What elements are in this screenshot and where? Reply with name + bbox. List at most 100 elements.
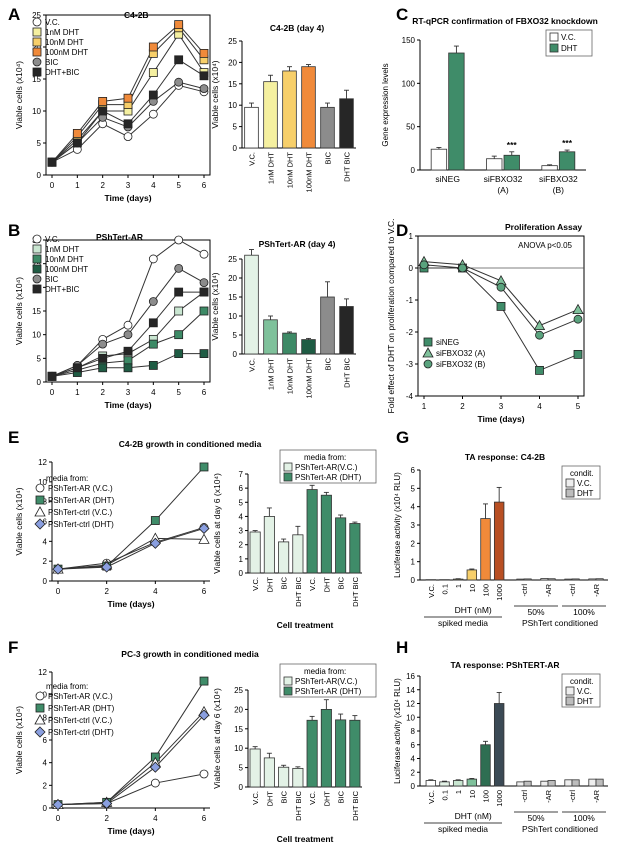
x-tick-label: 2 (104, 814, 109, 823)
data-point (149, 537, 161, 549)
x-tick-label: 1 (75, 181, 80, 190)
data-point (199, 769, 209, 779)
data-point (423, 337, 433, 347)
x-tick-label: 5 (576, 402, 581, 411)
legend-title: condit. (570, 469, 594, 478)
y-tick-label: 20 (32, 43, 41, 52)
data-point (47, 157, 57, 167)
bar (282, 332, 297, 355)
data-point (148, 68, 158, 77)
y-tick-label: 8 (43, 498, 48, 507)
y-tick-label: 5 (37, 354, 42, 363)
panel-letter-A: A (8, 5, 20, 24)
x-tick-label: -AR (592, 583, 601, 597)
data-point (35, 703, 45, 713)
legend-swatch (283, 472, 293, 482)
chart-title: PShTert-AR (96, 232, 143, 242)
chart-title: C4-2B (day 4) (270, 23, 324, 33)
bar (523, 578, 532, 581)
x-tick-label: 10 (468, 790, 477, 798)
data-point (32, 27, 42, 37)
data-point (101, 561, 113, 573)
legend-entry: DHT+BIC (45, 68, 80, 77)
series-line (57, 773, 205, 806)
data-point (150, 516, 160, 525)
data-point (198, 522, 210, 535)
bar (430, 148, 448, 171)
x-tick-label: 3 (126, 181, 131, 190)
data-point (174, 330, 184, 340)
bar (452, 780, 464, 787)
data-point (174, 287, 184, 297)
y-tick-label: 4 (411, 503, 416, 512)
legend-entry: PShTert-AR (V.C.) (48, 484, 113, 493)
data-point (572, 303, 584, 315)
legend-entry: PShTert-AR (V.C.) (48, 692, 113, 701)
line-chart-F_line: 0 2 4 6 8 10 12 0 2 4 6 Time (days) Viable cells (x1… (14, 649, 259, 836)
x-tick-label: DHT (265, 577, 274, 593)
y-tick-label: 6 (411, 741, 416, 750)
legend-swatch (549, 43, 559, 53)
y-tick-label: 25 (228, 37, 237, 46)
y-tick-label: 15 (32, 75, 41, 84)
legend-entry: PShTert-AR(V.C.) (295, 677, 358, 686)
y-tick-label: 4 (43, 759, 48, 768)
x-tick-label: V.C. (427, 790, 436, 804)
x-group-label: PShTert conditioned (522, 824, 598, 834)
bar (292, 534, 304, 574)
x-group-label: 50% (527, 607, 544, 617)
bar (349, 523, 361, 574)
x-group-label: 100% (573, 607, 595, 617)
x-tick-label: DHT BIC (351, 790, 360, 820)
y-tick-label: 0 (233, 350, 238, 359)
legend-entry: PShTert-AR (DHT) (295, 473, 362, 482)
bar (540, 578, 549, 581)
data-point (148, 361, 158, 370)
line-chart-B_line: 0510152025300123456Time (days)Viable cel… (14, 232, 211, 410)
legend-entry: 10nM DHT (45, 38, 84, 47)
data-point (123, 346, 133, 356)
bar (452, 578, 464, 581)
x-tick-label: BIC (337, 576, 346, 589)
bar (547, 780, 556, 787)
plot-frame (417, 235, 585, 397)
series-line (57, 527, 205, 570)
data-point (123, 320, 133, 330)
data-point (123, 330, 133, 340)
y-tick-label: 10 (228, 312, 237, 321)
legend-entry: PShTert-ctrl (DHT) (48, 728, 114, 737)
legend-swatch (283, 676, 293, 686)
data-point (199, 676, 209, 686)
y-tick-label: 15 (228, 293, 237, 302)
legend-box (279, 449, 377, 484)
y-tick-label: 50 (406, 123, 415, 132)
legend-swatch (565, 478, 575, 488)
x-tick-label: 4 (151, 388, 156, 397)
data-point (573, 314, 583, 324)
data-point (47, 371, 57, 381)
x-tick-label: V.C. (308, 791, 317, 805)
x-tick-label: -ctrl (568, 584, 577, 597)
x-tick-label: 100 (482, 584, 491, 597)
data-point (150, 778, 160, 788)
bar (547, 578, 556, 581)
bar (480, 518, 491, 581)
y-tick-label: -3 (406, 360, 414, 369)
legend-entry: V.C. (577, 687, 592, 696)
x-tick-label: 1nM DHT (267, 358, 276, 391)
y-axis-label: Fold effect of DHT on proliferation comp… (386, 219, 396, 414)
series-line (57, 711, 205, 806)
legend-entry: PShTert-AR (DHT) (48, 704, 115, 713)
significance-label: *** (562, 138, 573, 148)
bar (541, 165, 558, 171)
data-point (496, 282, 506, 292)
legend-entry: DHT+BIC (45, 285, 80, 294)
x-tick-label: DHT BIC (294, 790, 303, 820)
x-tick-label: 4 (151, 181, 156, 190)
bar-chart-B_bar: 0 5 10 15 20 25 V.C. 1nM DHT 10nM DHT 100nM DHT BI… (210, 239, 356, 398)
data-point (533, 319, 546, 331)
y-tick-label: 6 (43, 736, 48, 745)
legend-entry: siFBXO32 (B) (436, 360, 486, 369)
data-point (32, 274, 42, 284)
y-tick-label: 16 (406, 672, 415, 681)
